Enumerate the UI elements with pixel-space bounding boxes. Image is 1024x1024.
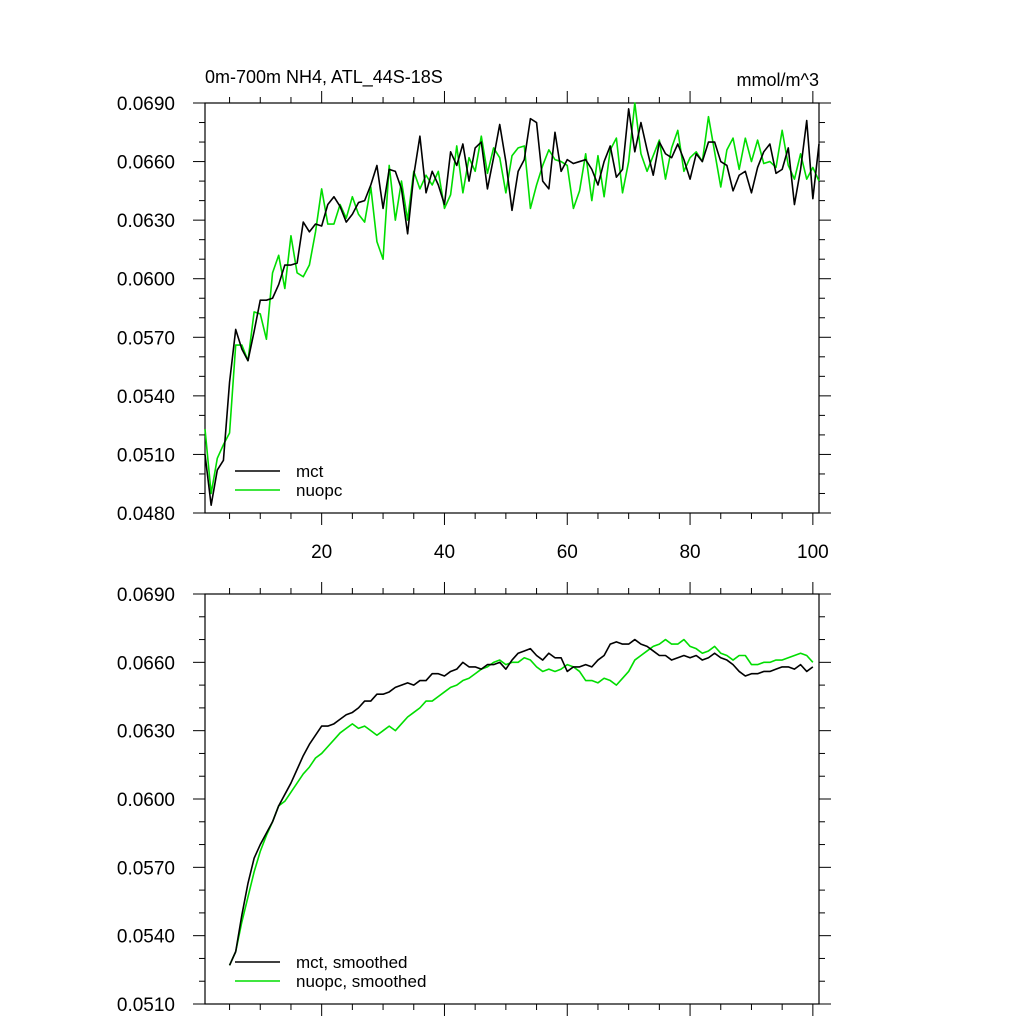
y-tick-label: 0.0570 — [117, 858, 175, 879]
y-tick-label: 0.0660 — [117, 153, 175, 174]
y-tick-label: 0.0510 — [117, 995, 175, 1016]
y-tick-label: 0.0630 — [117, 211, 175, 232]
y-tick-label: 0.0570 — [117, 328, 175, 349]
series-line-mct — [204, 108, 820, 506]
y-tick-label: 0.0660 — [117, 653, 175, 674]
bottom-series-lines — [228, 638, 814, 966]
y-tick-label: 0.0540 — [117, 927, 175, 948]
bottom-ticks: 0.0510 0.0540 0.0570 0.0600 0.0630 0.0660 0.06… — [117, 582, 831, 1016]
y-tick-label: 0.0540 — [117, 387, 175, 408]
series-line-nuopc-smoothed — [228, 638, 814, 966]
bottom-legend: mct, smoothed nuopc, smoothed — [235, 953, 426, 991]
y-tick-label: 0.0690 — [117, 94, 175, 115]
top-panel: 0m-700m NH4, ATL_44S-18S mmol/m^3 0.0480… — [117, 67, 831, 563]
top-ticks: 0.0480 0.0510 0.0540 0.0570 0.0600 0.0630 0.06… — [117, 91, 831, 563]
y-tick-label: 0.0480 — [117, 504, 175, 525]
x-tick-label: 20 — [311, 542, 332, 563]
legend-label-mct: mct — [296, 462, 324, 481]
x-tick-label: 40 — [434, 542, 455, 563]
x-tick-label: 60 — [557, 542, 578, 563]
series-line-mct-smoothed — [228, 638, 814, 966]
top-series-lines — [204, 102, 820, 506]
bottom-panel: 0.0510 0.0540 0.0570 0.0600 0.0630 0.0660 0.06… — [117, 582, 831, 1016]
x-tick-label: 100 — [797, 542, 829, 563]
y-tick-label: 0.0600 — [117, 790, 175, 811]
y-tick-label: 0.0630 — [117, 722, 175, 743]
y-tick-label: 0.0690 — [117, 585, 175, 606]
x-tick-label: 80 — [679, 542, 700, 563]
top-title: 0m-700m NH4, ATL_44S-18S — [205, 67, 443, 88]
top-units-label: mmol/m^3 — [737, 70, 819, 90]
legend-label-mct-smoothed: mct, smoothed — [296, 953, 408, 972]
series-line-nuopc — [204, 102, 820, 495]
top-legend: mct nuopc — [235, 462, 343, 500]
legend-label-nuopc-smoothed: nuopc, smoothed — [296, 972, 426, 991]
legend-label-nuopc: nuopc — [296, 481, 343, 500]
y-tick-label: 0.0600 — [117, 270, 175, 291]
top-plot-frame — [204, 102, 820, 514]
y-tick-label: 0.0510 — [117, 445, 175, 466]
